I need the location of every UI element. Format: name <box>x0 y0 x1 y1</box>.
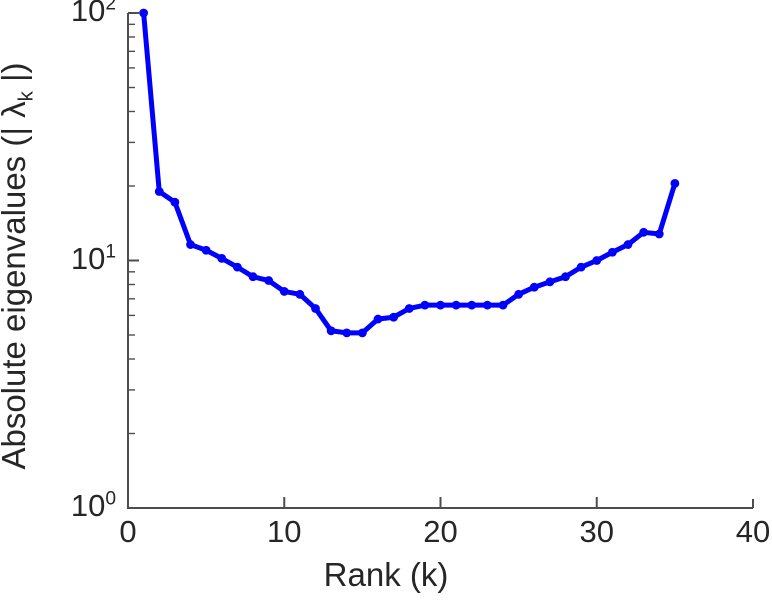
data-point <box>529 282 539 292</box>
data-point <box>217 253 227 263</box>
data-point <box>545 277 555 287</box>
y-tick-exponent: 1 <box>105 241 116 263</box>
data-point <box>357 328 367 338</box>
x-tick-label-20: 20 <box>423 514 458 549</box>
data-point <box>154 187 164 196</box>
data-point <box>326 326 336 336</box>
y-axis-title-suffix: |) <box>0 62 32 83</box>
y-tick-mantissa: 10 <box>70 0 106 28</box>
lambda-subscript: k <box>14 91 38 102</box>
data-point <box>264 276 274 285</box>
data-point <box>670 178 680 188</box>
data-point <box>186 240 195 249</box>
data-point <box>514 289 524 299</box>
data-point <box>139 8 149 18</box>
y-axis-title-wrapper: Absolute eigenvalues (| λk |) <box>0 6 39 526</box>
y-tick-mantissa: 10 <box>70 488 106 523</box>
data-point <box>576 262 586 272</box>
y-tick-exponent: 2 <box>105 0 116 15</box>
data-point <box>373 314 383 324</box>
data-point <box>467 300 477 310</box>
data-point <box>295 289 305 299</box>
x-tick-label-0: 0 <box>119 514 137 549</box>
x-tick-label-40: 40 <box>735 514 771 549</box>
x-tick-label-10: 10 <box>267 514 302 549</box>
data-point <box>342 328 352 338</box>
y-tick-label-1e1: 101 <box>0 241 116 277</box>
x-tick-label-30: 30 <box>579 514 614 549</box>
data-point <box>639 227 649 237</box>
data-point <box>654 229 664 239</box>
data-point <box>201 245 211 255</box>
lambda-symbol: λ <box>0 101 32 118</box>
data-point <box>498 300 508 310</box>
axis-ticks <box>128 12 598 509</box>
x-axis-title: Rank (k) <box>323 556 449 593</box>
y-tick-exponent: 0 <box>105 488 116 510</box>
data-point <box>451 300 461 310</box>
data-point <box>436 300 445 310</box>
y-tick-label-1e0: 100 <box>0 488 116 524</box>
y-tick-label-1e2: 102 <box>0 0 116 29</box>
data-point <box>248 272 258 282</box>
data-point <box>279 287 289 296</box>
data-point <box>561 272 570 282</box>
y-axis-title-prefix: Absolute eigenvalues (| <box>0 127 32 470</box>
data-point <box>170 197 180 207</box>
data-point <box>404 304 414 313</box>
data-point <box>232 262 242 272</box>
data-point <box>607 247 617 257</box>
data-point <box>623 240 633 249</box>
data-point <box>482 300 492 310</box>
series-line-0 <box>141 10 678 336</box>
y-axis-title: Absolute eigenvalues (| λk |) <box>0 6 38 526</box>
data-point <box>389 312 399 322</box>
data-point <box>420 300 430 310</box>
data-point <box>592 256 602 265</box>
data-point <box>311 304 320 313</box>
y-tick-mantissa: 10 <box>70 240 106 276</box>
data-series-eigenvalues <box>139 8 680 338</box>
